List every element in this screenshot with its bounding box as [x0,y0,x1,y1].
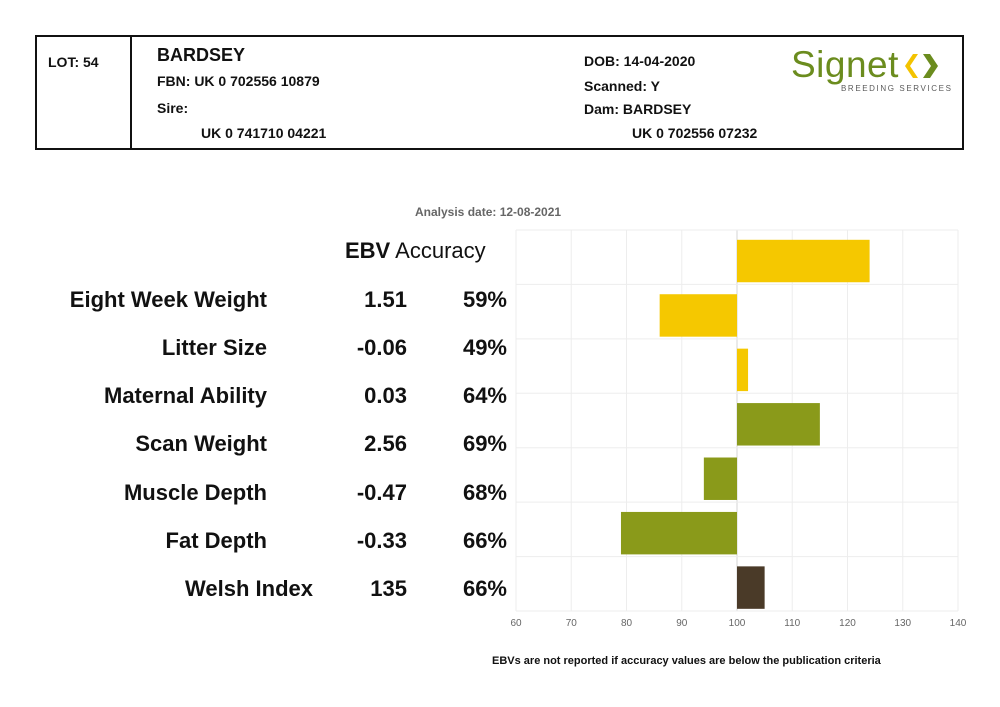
trait-ebv: -0.47 [356,480,407,505]
trait-label: Fat Depth [165,528,267,553]
x-tick-label: 110 [784,618,800,629]
trait-ebv: -0.06 [356,335,407,360]
logo-wordmark: Signet [791,44,899,85]
trait-ebv: -0.33 [356,528,407,553]
signet-chevron-icon [905,54,938,78]
scanned-status: Scanned: Y [584,78,660,94]
trait-ebv: 1.51 [364,287,407,312]
trait-accuracy: 68% [462,480,507,505]
x-tick-label: 100 [729,618,746,629]
footnote: EBVs are not reported if accuracy values… [492,655,881,667]
logo-subtitle: BREEDING SERVICES [841,84,953,93]
trait-accuracy: 66% [462,528,507,553]
dam-name: Dam: BARDSEY [584,101,692,117]
trait-accuracy: 49% [462,335,507,360]
analysis-date: Analysis date: 12-08-2021 [415,205,562,219]
trait-label: Welsh Index [185,576,313,601]
trait-accuracy: 66% [462,576,507,601]
signet-logo: Signet BREEDING SERVICES [789,43,951,97]
trait-accuracy: 59% [462,287,507,312]
trait-label: Maternal Ability [104,383,267,408]
sire-id: UK 0 741710 04221 [201,125,327,141]
animal-name: BARDSEY [157,45,246,65]
bar-maternal-ability [737,348,749,392]
bar-muscle-depth [703,457,737,500]
trait-label: Muscle Depth [123,480,267,505]
trait-ebv: 0.03 [364,383,407,408]
accuracy-column-header: Accuracy [395,238,486,263]
ebv-bar-chart: 60 70 80 90 100 110 120 130 140 [510,229,967,629]
bar-fat-depth [620,511,737,555]
trait-label: Eight Week Weight [69,287,267,312]
bar-eight-week-weight [737,239,870,283]
ebv-column-header: EBV [345,238,391,263]
bar-litter-size [659,294,737,337]
fbn-id: FBN: UK 0 702556 10879 [157,73,320,89]
trait-label: Scan Weight [135,431,267,456]
x-tick-label: 90 [676,618,688,629]
animal-header: LOT: 54 BARDSEY FBN: UK 0 702556 10879 S… [35,35,964,150]
lot-number: LOT: 54 [48,54,99,70]
dam-id: UK 0 702556 07232 [632,125,758,141]
x-tick-label: 70 [566,618,578,629]
trait-ebv: 2.56 [364,431,407,456]
trait-accuracy: 69% [462,431,507,456]
x-tick-label: 130 [894,618,911,629]
trait-ebv: 135 [370,576,407,601]
trait-label: Litter Size [161,335,267,360]
column-headers: EBV Accuracy [345,238,486,264]
bar-welsh-index [737,566,765,609]
x-tick-label: 120 [839,618,856,629]
trait-accuracy: 64% [462,383,507,408]
x-tick-label: 140 [950,618,967,629]
bar-scan-weight [737,403,820,446]
sire-label: Sire: [157,100,189,116]
date-of-birth: DOB: 14-04-2020 [584,53,696,69]
x-tick-label: 60 [510,618,522,629]
x-tick-label: 80 [621,618,633,629]
lot-cell: LOT: 54 [37,37,132,148]
